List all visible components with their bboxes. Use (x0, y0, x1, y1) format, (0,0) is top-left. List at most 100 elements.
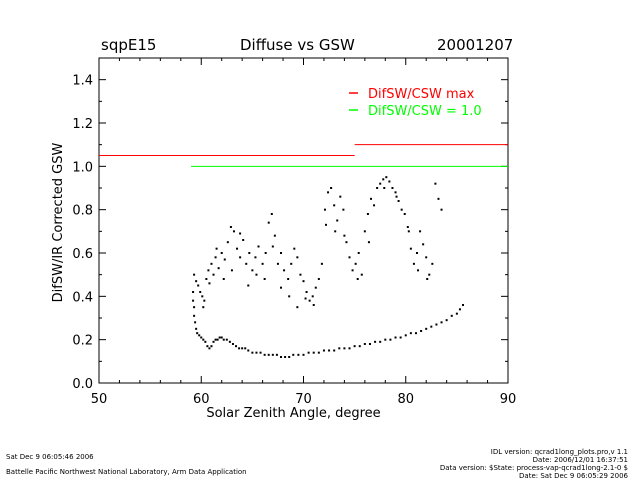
data-point (270, 213, 273, 215)
x-tick-label: 50 (91, 392, 108, 407)
data-point (409, 332, 412, 335)
legend-label: DifSW/CSW = 1.0 (368, 104, 482, 119)
data-point (353, 345, 356, 348)
footer-process-date: Date: Sat Dec 9 06:05:29 2006 (519, 472, 628, 480)
data-point (419, 230, 422, 233)
data-point (363, 343, 366, 345)
data-point (348, 347, 351, 350)
data-point (388, 180, 391, 183)
data-point (455, 312, 458, 315)
data-point (251, 269, 254, 272)
data-point (356, 278, 359, 280)
data-point (404, 334, 407, 337)
data-point (264, 252, 267, 254)
data-point (333, 349, 336, 352)
data-point (232, 230, 235, 233)
data-point (403, 213, 406, 215)
data-point (292, 353, 295, 356)
data-point (328, 349, 331, 352)
data-point (247, 349, 250, 352)
data-point (302, 280, 305, 283)
data-point (247, 284, 250, 287)
data-point (379, 182, 382, 185)
data-point (399, 336, 402, 339)
data-point (379, 340, 382, 343)
data-point (271, 353, 274, 356)
data-point (323, 208, 326, 211)
data-point (200, 336, 203, 339)
data-point (366, 213, 369, 215)
y-tick-label: 0.2 (72, 334, 93, 349)
footer-data-version: Data version: $State: process-vap-qcrad1… (439, 464, 628, 472)
data-point (394, 191, 397, 194)
data-point (194, 321, 197, 324)
data-point (440, 321, 443, 324)
data-point (193, 273, 196, 276)
data-point (382, 178, 385, 181)
data-point (434, 182, 437, 185)
data-point (203, 299, 206, 302)
data-point (312, 304, 315, 306)
data-point (422, 243, 425, 246)
data-point (342, 208, 345, 211)
data-point (311, 295, 314, 298)
data-point (417, 269, 420, 272)
chart-title: Diffuse vs GSW (240, 36, 355, 54)
data-point (267, 353, 270, 356)
data-point (207, 269, 210, 272)
data-point (297, 353, 300, 356)
data-point (324, 223, 327, 226)
footer-date: Date: 2006/12/01 16:37:51 (532, 456, 628, 464)
data-point (440, 208, 443, 211)
data-point (210, 262, 213, 265)
data-point (307, 351, 310, 354)
footer-timestamp: Sat Dec 9 06:05:46 2006 (6, 453, 94, 461)
data-point (412, 262, 415, 265)
data-point (263, 353, 266, 356)
data-point (369, 197, 372, 200)
data-point (199, 291, 202, 293)
data-point (383, 187, 386, 189)
data-point (358, 345, 361, 348)
y-tick-label: 1.0 (72, 160, 93, 175)
data-point (251, 351, 254, 354)
data-point (193, 306, 196, 309)
data-point (280, 252, 283, 254)
data-point (244, 347, 247, 350)
data-point (308, 299, 311, 302)
data-point (458, 308, 461, 311)
data-point (391, 187, 394, 189)
data-point (217, 267, 220, 270)
data-point (407, 230, 410, 233)
data-point (409, 247, 412, 250)
data-point (215, 247, 218, 250)
data-point (239, 232, 242, 235)
data-point (384, 338, 387, 341)
data-point (248, 252, 251, 254)
data-point (425, 327, 428, 330)
data-point (236, 247, 239, 250)
data-point (299, 273, 302, 276)
data-point (254, 256, 257, 259)
data-point (212, 273, 215, 276)
data-point (431, 262, 434, 265)
data-point (214, 256, 217, 259)
data-point (327, 191, 330, 194)
data-point (351, 269, 354, 272)
date-label: 20001207 (437, 36, 514, 54)
data-point (284, 356, 287, 358)
data-point (280, 356, 283, 358)
data-point (198, 334, 201, 337)
data-point (290, 262, 293, 265)
data-point (330, 187, 333, 189)
data-point (317, 278, 320, 280)
data-point (225, 338, 228, 341)
data-point (212, 340, 215, 343)
data-point (428, 273, 431, 276)
footer-idl-version: IDL version: qcrad1long_plots.pro,v 1.1 (490, 448, 628, 456)
data-point (343, 234, 346, 237)
data-point (305, 291, 308, 293)
data-point (374, 340, 377, 343)
x-tick-label: 90 (500, 392, 517, 407)
